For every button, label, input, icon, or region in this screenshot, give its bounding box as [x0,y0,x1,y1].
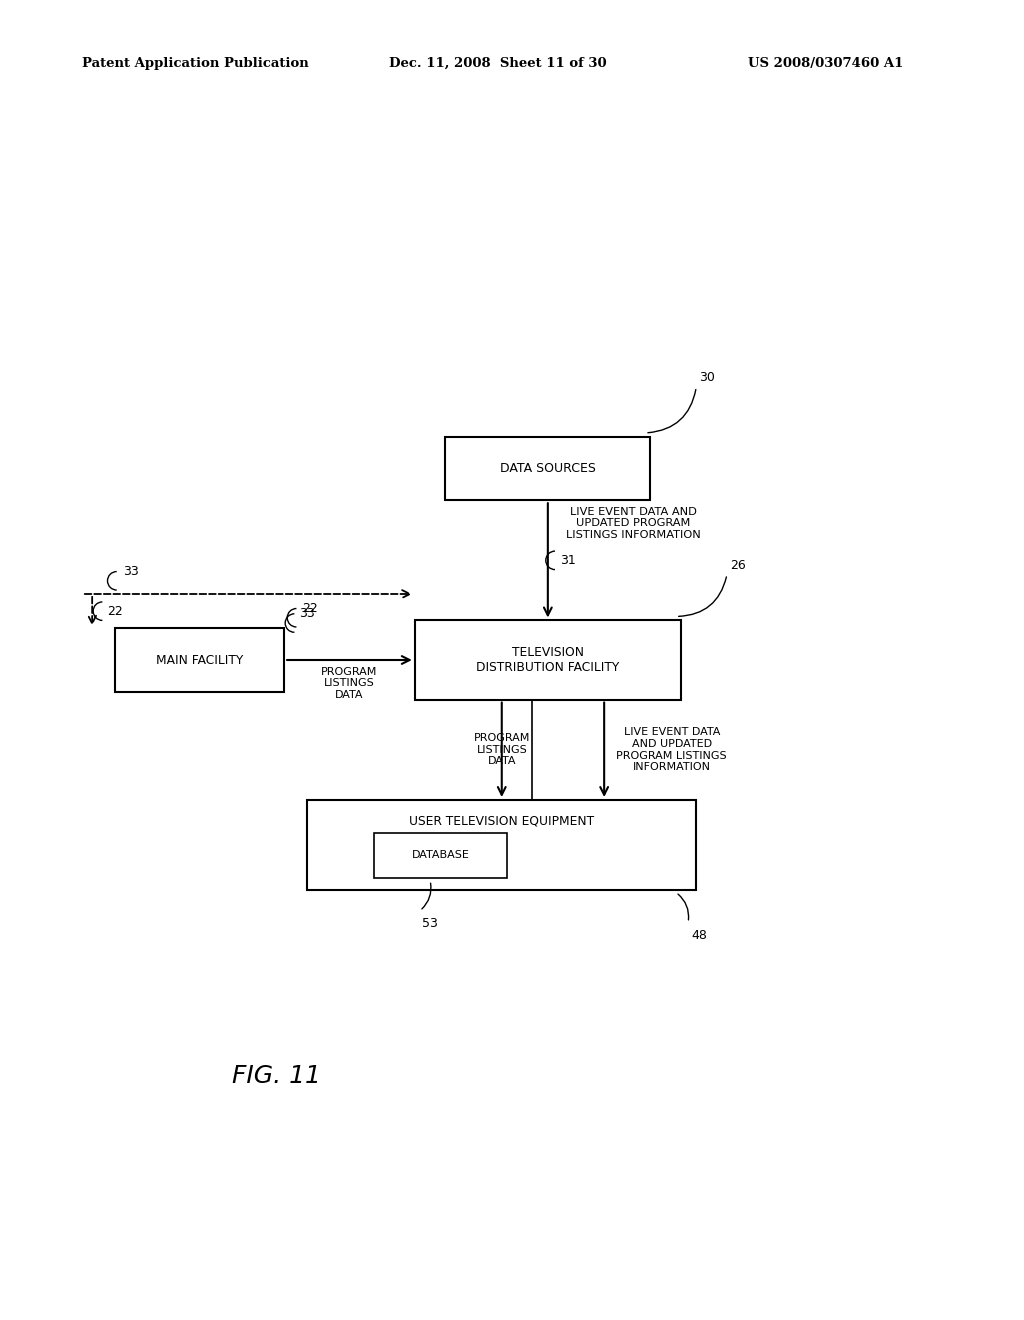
Text: 53: 53 [422,917,438,931]
Text: 22: 22 [303,602,318,615]
Text: LIVE EVENT DATA AND
UPDATED PROGRAM
LISTINGS INFORMATION: LIVE EVENT DATA AND UPDATED PROGRAM LIST… [566,507,701,540]
Text: 26: 26 [730,558,745,572]
Text: 30: 30 [699,371,716,384]
Text: 48: 48 [691,929,708,942]
Text: TELEVISION
DISTRIBUTION FACILITY: TELEVISION DISTRIBUTION FACILITY [476,645,620,675]
Text: DATA SOURCES: DATA SOURCES [500,462,596,475]
Text: PROGRAM
LISTINGS
DATA: PROGRAM LISTINGS DATA [473,733,530,767]
Text: 31: 31 [560,554,575,566]
Text: Patent Application Publication: Patent Application Publication [82,57,308,70]
Bar [415,620,681,700]
Text: 22: 22 [108,605,123,618]
Text: PROGRAM
LISTINGS
DATA: PROGRAM LISTINGS DATA [322,667,378,700]
Bar [445,437,650,500]
Text: LIVE EVENT DATA
AND UPDATED
PROGRAM LISTINGS
INFORMATION: LIVE EVENT DATA AND UPDATED PROGRAM LIST… [616,727,727,772]
Text: DATABASE: DATABASE [412,850,469,861]
Bar [374,833,507,878]
Bar [307,800,696,890]
Text: 33: 33 [123,565,138,578]
Text: FIG. 11: FIG. 11 [232,1064,321,1088]
Text: Dec. 11, 2008  Sheet 11 of 30: Dec. 11, 2008 Sheet 11 of 30 [389,57,607,70]
Text: US 2008/0307460 A1: US 2008/0307460 A1 [748,57,903,70]
Text: 33: 33 [300,607,315,620]
Text: MAIN FACILITY: MAIN FACILITY [156,653,244,667]
Bar [115,628,285,692]
Text: USER TELEVISION EQUIPMENT: USER TELEVISION EQUIPMENT [410,814,594,828]
